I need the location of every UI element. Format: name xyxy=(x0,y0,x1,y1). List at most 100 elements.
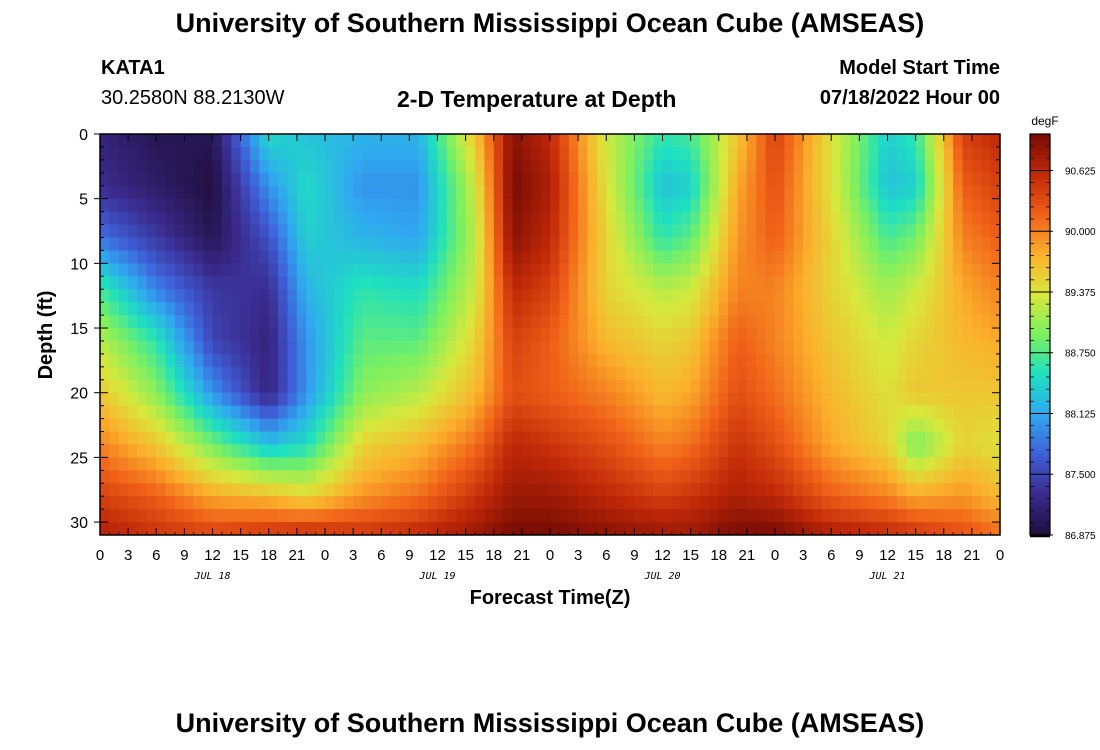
heatmap-cell xyxy=(465,289,476,303)
heatmap-cell xyxy=(765,392,776,407)
heatmap-cell xyxy=(934,328,945,342)
heatmap-cell xyxy=(306,146,317,161)
heatmap-cell xyxy=(418,392,429,407)
heatmap-cell xyxy=(906,263,917,277)
heatmap-cell xyxy=(709,302,720,316)
colorbar-tick-label: 89.375 xyxy=(1065,288,1096,299)
heatmap-cell xyxy=(906,470,917,484)
heatmap-cell xyxy=(606,224,617,239)
heatmap-cell xyxy=(465,509,476,523)
heatmap-cell xyxy=(812,392,823,407)
heatmap-cell xyxy=(128,146,139,161)
heatmap-cell xyxy=(409,185,420,200)
heatmap-cell xyxy=(775,496,785,510)
heatmap-cell xyxy=(925,172,935,187)
heatmap-cell xyxy=(400,366,410,381)
heatmap-cell xyxy=(287,496,298,510)
heatmap-cell xyxy=(446,379,457,394)
heatmap-cell xyxy=(493,211,504,226)
heatmap-cell xyxy=(193,457,204,471)
colorbar-unit: degF xyxy=(1031,114,1058,128)
heatmap-cell xyxy=(240,328,251,342)
heatmap-cell xyxy=(109,159,120,174)
heatmap-cell xyxy=(409,431,420,446)
heatmap-cell xyxy=(953,289,964,303)
heatmap-cell xyxy=(850,315,860,329)
heatmap-cell xyxy=(803,457,814,471)
heatmap-cell xyxy=(268,146,279,161)
heatmap-cell xyxy=(465,431,476,446)
heatmap-cell xyxy=(718,172,729,187)
heatmap-cell xyxy=(512,172,523,187)
heatmap-cell xyxy=(700,146,710,161)
heatmap-cell xyxy=(278,134,289,148)
heatmap-cell xyxy=(634,198,645,213)
heatmap-cell xyxy=(437,328,448,342)
heatmap-cell xyxy=(287,172,298,187)
heatmap-cell xyxy=(606,340,617,355)
heatmap-cell xyxy=(681,483,692,497)
heatmap-cell xyxy=(409,457,420,471)
heatmap-cell xyxy=(409,315,420,329)
heatmap-cell xyxy=(615,470,626,484)
heatmap-cell xyxy=(671,237,682,252)
heatmap-cell xyxy=(850,146,860,161)
heatmap-cell xyxy=(259,224,270,239)
heatmap-cell xyxy=(596,185,607,200)
heatmap-cell xyxy=(981,444,992,458)
heatmap-cell xyxy=(315,470,326,484)
heatmap-cell xyxy=(400,250,410,264)
heatmap-cell xyxy=(550,198,560,213)
heatmap-cell xyxy=(296,509,307,523)
heatmap-cell xyxy=(859,366,870,381)
heatmap-cell xyxy=(887,211,898,226)
heatmap-cell xyxy=(493,159,504,174)
heatmap-cell xyxy=(934,185,945,200)
heatmap-cell xyxy=(381,379,392,394)
heatmap-cell xyxy=(531,172,542,187)
heatmap-cell xyxy=(137,353,148,368)
heatmap-cell xyxy=(278,470,289,484)
heatmap-cell xyxy=(475,379,485,394)
heatmap-cell xyxy=(315,224,326,239)
heatmap-cell xyxy=(681,250,692,264)
heatmap-cell xyxy=(962,509,973,523)
heatmap-cell xyxy=(418,483,429,497)
heatmap-cell xyxy=(456,315,467,329)
heatmap-cell xyxy=(175,198,185,213)
heatmap-cell xyxy=(250,289,260,303)
heatmap-cell xyxy=(231,470,242,484)
heatmap-cell xyxy=(981,483,992,497)
heatmap-cell xyxy=(821,172,832,187)
heatmap-cell xyxy=(653,379,664,394)
heatmap-cell xyxy=(756,379,767,394)
heatmap-cell xyxy=(456,353,467,368)
heatmap-cell xyxy=(568,276,579,290)
heatmap-cell xyxy=(306,418,317,433)
heatmap-cell xyxy=(578,276,589,290)
heatmap-cell xyxy=(606,315,617,329)
heatmap-cell xyxy=(390,340,401,355)
heatmap-cell xyxy=(887,224,898,239)
heatmap-cell xyxy=(878,250,889,264)
heatmap-cell xyxy=(250,366,260,381)
heatmap-cell xyxy=(437,496,448,510)
heatmap-cell xyxy=(306,159,317,174)
heatmap-cell xyxy=(118,483,129,497)
heatmap-cell xyxy=(953,263,964,277)
heatmap-cell xyxy=(250,159,260,174)
heatmap-cell xyxy=(315,263,326,277)
heatmap-cell xyxy=(700,444,710,458)
heatmap-cell xyxy=(512,263,523,277)
heatmap-cell xyxy=(400,522,410,535)
heatmap-cell xyxy=(887,444,898,458)
heatmap-cell xyxy=(859,224,870,239)
heatmap-cell xyxy=(728,289,739,303)
heatmap-cell xyxy=(962,134,973,148)
heatmap-cell xyxy=(775,315,785,329)
heatmap-cell xyxy=(212,457,223,471)
heatmap-cell xyxy=(465,276,476,290)
heatmap-cell xyxy=(475,405,485,420)
heatmap-cell xyxy=(690,340,701,355)
heatmap-cell xyxy=(634,379,645,394)
